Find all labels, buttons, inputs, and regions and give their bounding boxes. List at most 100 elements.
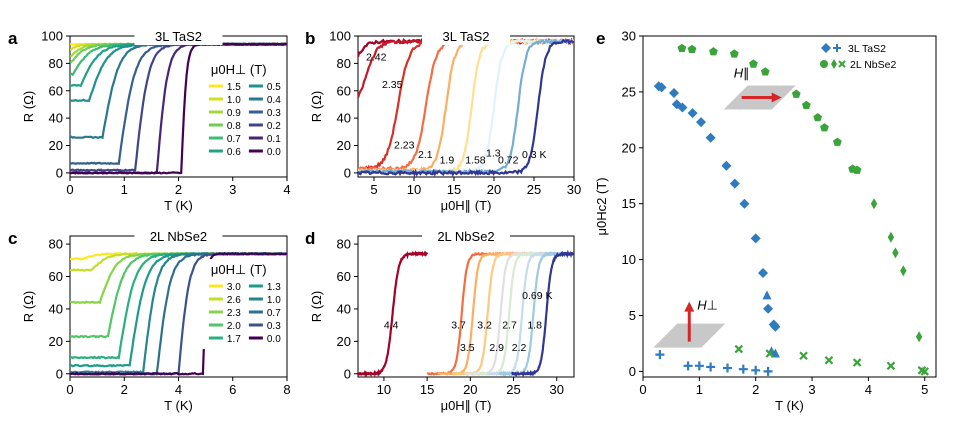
legend-label: 2.6 <box>227 295 241 306</box>
data-point-nbse2 <box>915 331 923 343</box>
legend-label: 2.3 <box>227 308 241 319</box>
panel-d: 10 15 20 25 30 0 20 40 60 80 4.4 3.7 3.53.2 2.9 2.7 2.2… <box>309 228 575 413</box>
y-tick-label: 0 <box>344 366 351 381</box>
temperature-label: 0.72 <box>498 154 519 166</box>
data-point-tas2 <box>656 82 667 93</box>
legend-bg <box>200 259 283 349</box>
y-tick-label: 20 <box>49 334 63 349</box>
data-point-nbse2 <box>765 349 775 358</box>
temperature-label: 1.3 <box>486 147 501 159</box>
y-tick-label: 20 <box>337 138 351 153</box>
panel-b: 5 10 15 20 25 30 0 20 40 60 80 100 2.42 2.35 2.232.1 1.… <box>309 28 581 213</box>
temperature-label: 4.4 <box>384 319 399 331</box>
y-tick-label: 80 <box>337 237 351 252</box>
data-point-tas2 <box>762 290 772 300</box>
temperature-label: 2.2 <box>512 342 527 354</box>
y-tick-label: 20 <box>622 140 636 155</box>
data-point-nbse2 <box>892 247 899 259</box>
data-point-tas2 <box>763 366 773 376</box>
y-tick-label: 0 <box>629 364 636 379</box>
data-series-curve <box>70 42 287 175</box>
data-point-tas2 <box>687 108 698 119</box>
x-tick-label: 20 <box>487 182 501 197</box>
chart-title-bg <box>134 228 223 245</box>
y-tick-label: 25 <box>622 84 636 99</box>
data-point-nbse2 <box>799 351 808 361</box>
y-tick-label: 10 <box>622 252 636 267</box>
chart-title-bg <box>422 228 510 245</box>
data-point-tas2 <box>655 350 665 360</box>
x-tick-label: 4 <box>865 382 872 397</box>
temperature-label: 0.3 K <box>522 149 547 161</box>
x-tick-label: 2 <box>175 182 182 197</box>
data-point-nbse2 <box>749 59 758 68</box>
legend-label: 0.4 <box>267 95 281 106</box>
panel-label-b: b <box>305 29 315 48</box>
x-axis-label: μ0H∥ (T) <box>441 198 492 213</box>
temperature-label: 1.8 <box>527 319 542 331</box>
x-tick-label: 8 <box>283 382 290 397</box>
y-tick-label: 5 <box>629 308 636 323</box>
data-series-curve <box>358 38 574 175</box>
y-axis-label: μ0Hc2 (T) <box>594 177 609 235</box>
temperature-label: 2.1 <box>418 149 433 161</box>
y-tick-label: 0 <box>56 366 63 381</box>
data-point-tas2 <box>706 362 716 372</box>
x-tick-label: 1 <box>696 382 703 397</box>
legend-label: 2L NbSe2 <box>850 59 896 71</box>
legend-label: 0.8 <box>227 121 241 132</box>
temperature-label: 1.58 <box>465 154 486 166</box>
temperature-label: 1.9 <box>440 154 455 166</box>
data-series-curve <box>474 250 574 377</box>
y-tick-label: 40 <box>337 301 351 316</box>
panel-label-a: a <box>8 29 18 48</box>
data-series-curve <box>511 249 574 377</box>
data-series-curve <box>437 251 574 376</box>
legend-label: 3L TaS2 <box>848 43 886 55</box>
legend-title: μ0H⊥ (T) <box>211 62 267 77</box>
y-tick-label: 80 <box>49 56 63 71</box>
legend-label: 0.2 <box>267 121 281 132</box>
x-tick-label: 2 <box>752 382 759 397</box>
x-axis-label: T (K) <box>775 398 804 413</box>
legend-label: 1.3 <box>267 282 281 293</box>
x-axis-label: μ0H∥ (T) <box>441 398 492 413</box>
x-tick-label: 4 <box>175 382 182 397</box>
x-tick-label: 10 <box>377 382 391 397</box>
data-point-tas2 <box>751 365 761 375</box>
y-axis-label: R (Ω) <box>21 91 36 122</box>
legend-label: 0.3 <box>267 108 281 119</box>
plot-frame <box>642 35 937 378</box>
legend-label: 0.7 <box>267 308 281 319</box>
legend-label: 0.6 <box>227 147 241 158</box>
data-point-nbse2 <box>920 367 930 376</box>
data-point-tas2 <box>705 132 716 143</box>
x-tick-label: 3 <box>229 182 236 197</box>
panel-label-c: c <box>8 229 17 248</box>
x-tick-label: 25 <box>506 382 520 397</box>
legend-label: 3.0 <box>227 282 241 293</box>
temperature-label: 3.7 <box>451 319 466 331</box>
y-tick-label: 100 <box>41 29 63 44</box>
y-tick-label: 0 <box>56 165 63 180</box>
data-series-curve <box>70 252 287 376</box>
data-point-nbse2 <box>852 358 862 367</box>
chart-title: 2L NbSe2 <box>150 229 207 244</box>
panel-label-d: d <box>305 229 315 248</box>
data-point-tas2 <box>770 348 780 358</box>
y-tick-label: 15 <box>622 196 636 211</box>
data-point-nbse2 <box>734 344 744 354</box>
y-tick-label: 60 <box>337 269 351 284</box>
chart-title: 3L TaS2 <box>155 29 202 44</box>
data-point-nbse2 <box>760 67 770 76</box>
field-arrowhead-parallel <box>771 92 782 103</box>
data-series-curve <box>358 250 429 377</box>
data-point-tas2 <box>683 361 693 371</box>
x-tick-label: 15 <box>447 182 461 197</box>
data-point-nbse2 <box>870 198 878 210</box>
data-point-nbse2 <box>729 49 739 58</box>
y-tick-label: 20 <box>49 138 63 153</box>
chart-title-bg <box>134 28 223 45</box>
